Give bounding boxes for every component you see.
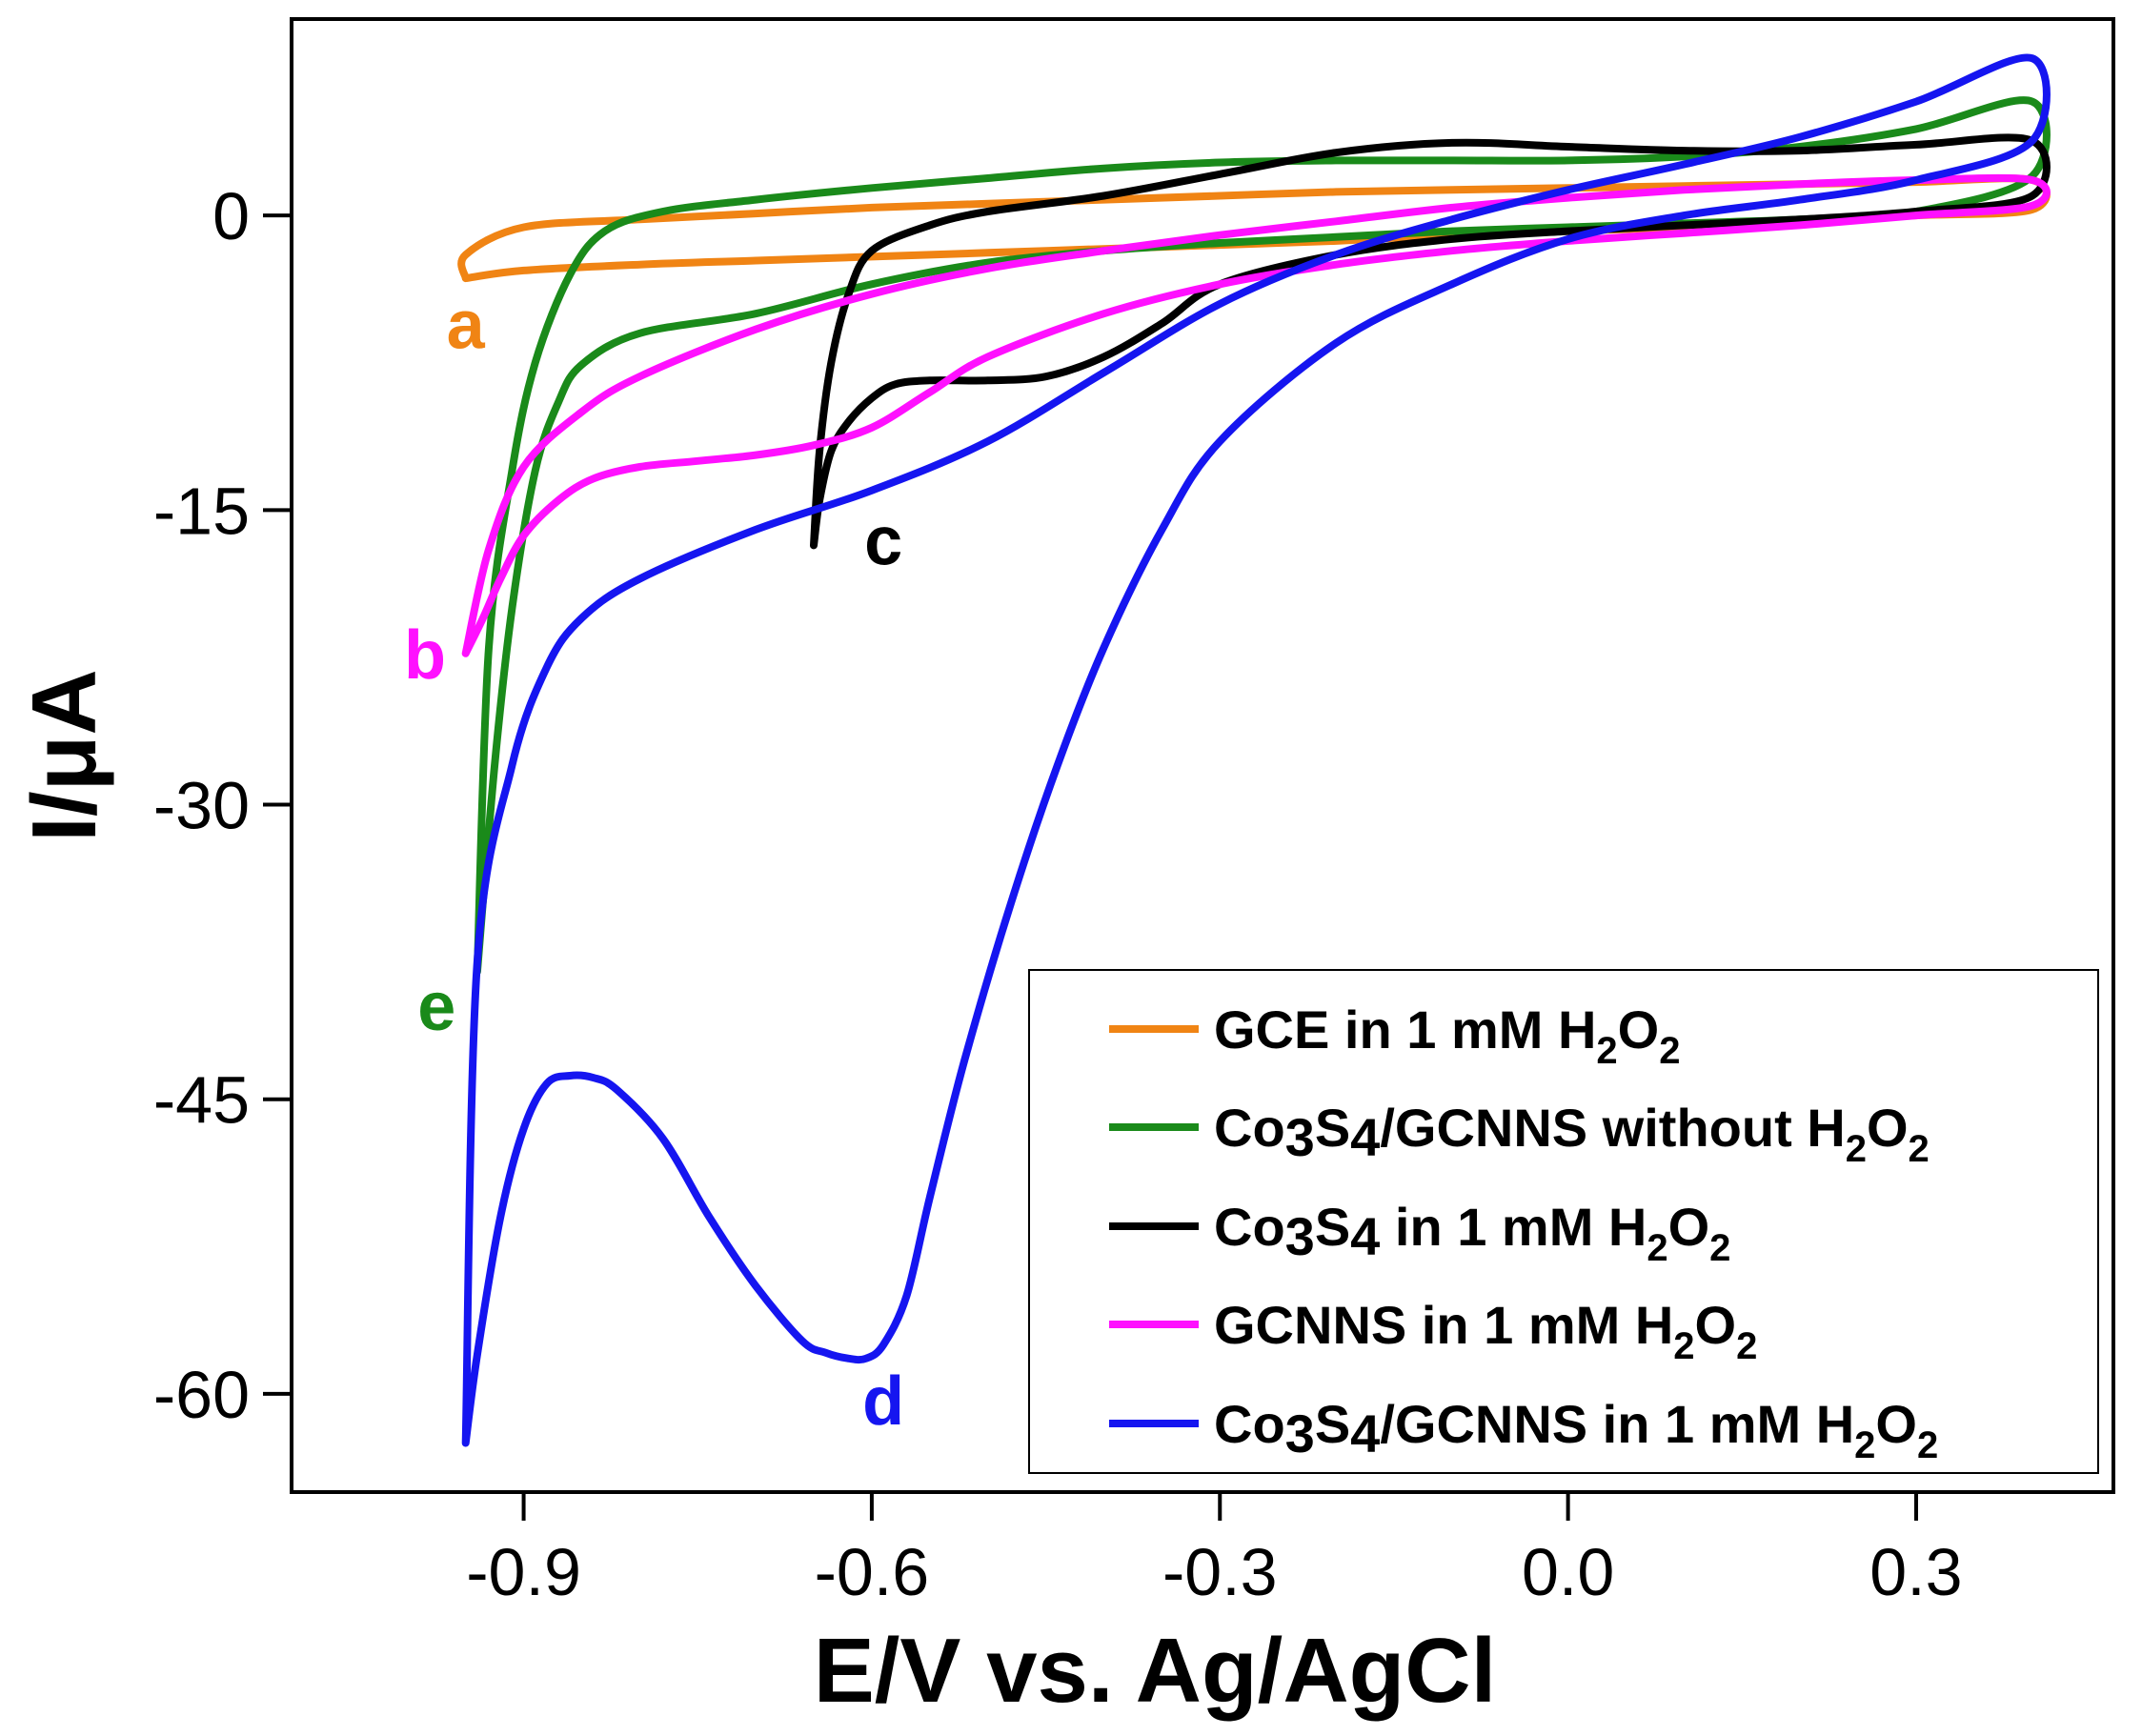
legend-entry-co3s4-gcnns-without-h2o2: Co3S4/GCNNS without H2O2 xyxy=(1214,1098,1930,1170)
legend-entry-gce-in-1-mm-h2o2: GCE in 1 mM H2O2 xyxy=(1214,999,1680,1072)
y-tick-label: -60 xyxy=(153,1358,250,1432)
axis-ticks: -0.9 -0.6 -0.3 0.0 0.3 0 -15 -30 -45 -60 xyxy=(153,179,1963,1609)
y-tick-label: -15 xyxy=(153,474,250,548)
curve-group xyxy=(457,53,2051,1447)
curve-label-b: b xyxy=(404,617,446,694)
curve-label-e: e xyxy=(417,969,455,1045)
series-line-co3s4-gcnns-without-h2o2 xyxy=(473,96,2051,976)
x-tick-label: 0.0 xyxy=(1522,1535,1614,1609)
legend-box xyxy=(1028,969,2099,1474)
series-line-gcnns-in-1-mm-h2o2 xyxy=(461,173,2051,657)
curve-label-d: d xyxy=(862,1363,904,1440)
x-axis-title: E/V vs. Ag/AgCl xyxy=(814,1620,1497,1722)
plot-frame xyxy=(290,17,2115,1494)
curve-label-a: a xyxy=(447,288,486,364)
y-tick-label: 0 xyxy=(212,179,250,253)
y-axis-title: I/μA xyxy=(13,669,115,841)
series-line-co3s4-in-1-mm-h2o2 xyxy=(810,133,2051,550)
legend-entry-co3s4-gcnns-in-1-mm-h2o2: Co3S4/GCNNS in 1 mM H2O2 xyxy=(1214,1394,1938,1466)
legend-entry-co3s4-in-1-mm-h2o2: Co3S4 in 1 mM H2O2 xyxy=(1214,1197,1730,1269)
x-tick-label: -0.3 xyxy=(1162,1535,1278,1609)
x-tick-label: -0.9 xyxy=(466,1535,581,1609)
legend-entry-gcnns-in-1-mm-h2o2: GCNNS in 1 mM H2O2 xyxy=(1214,1295,1757,1367)
legend: GCE in 1 mM H2O2 Co3S4/GCNNS without H2O2… xyxy=(1028,969,2099,1474)
curve-label-c: c xyxy=(864,503,902,579)
y-tick-label: -45 xyxy=(153,1063,250,1138)
x-tick-label: -0.6 xyxy=(815,1535,930,1609)
series-line-co3s4-gcnns-in-1-mm-h2o2 xyxy=(461,53,2051,1447)
curve-labels: a e c b d xyxy=(404,288,904,1441)
x-tick-label: 0.3 xyxy=(1869,1535,1962,1609)
y-tick-label: -30 xyxy=(153,769,250,843)
